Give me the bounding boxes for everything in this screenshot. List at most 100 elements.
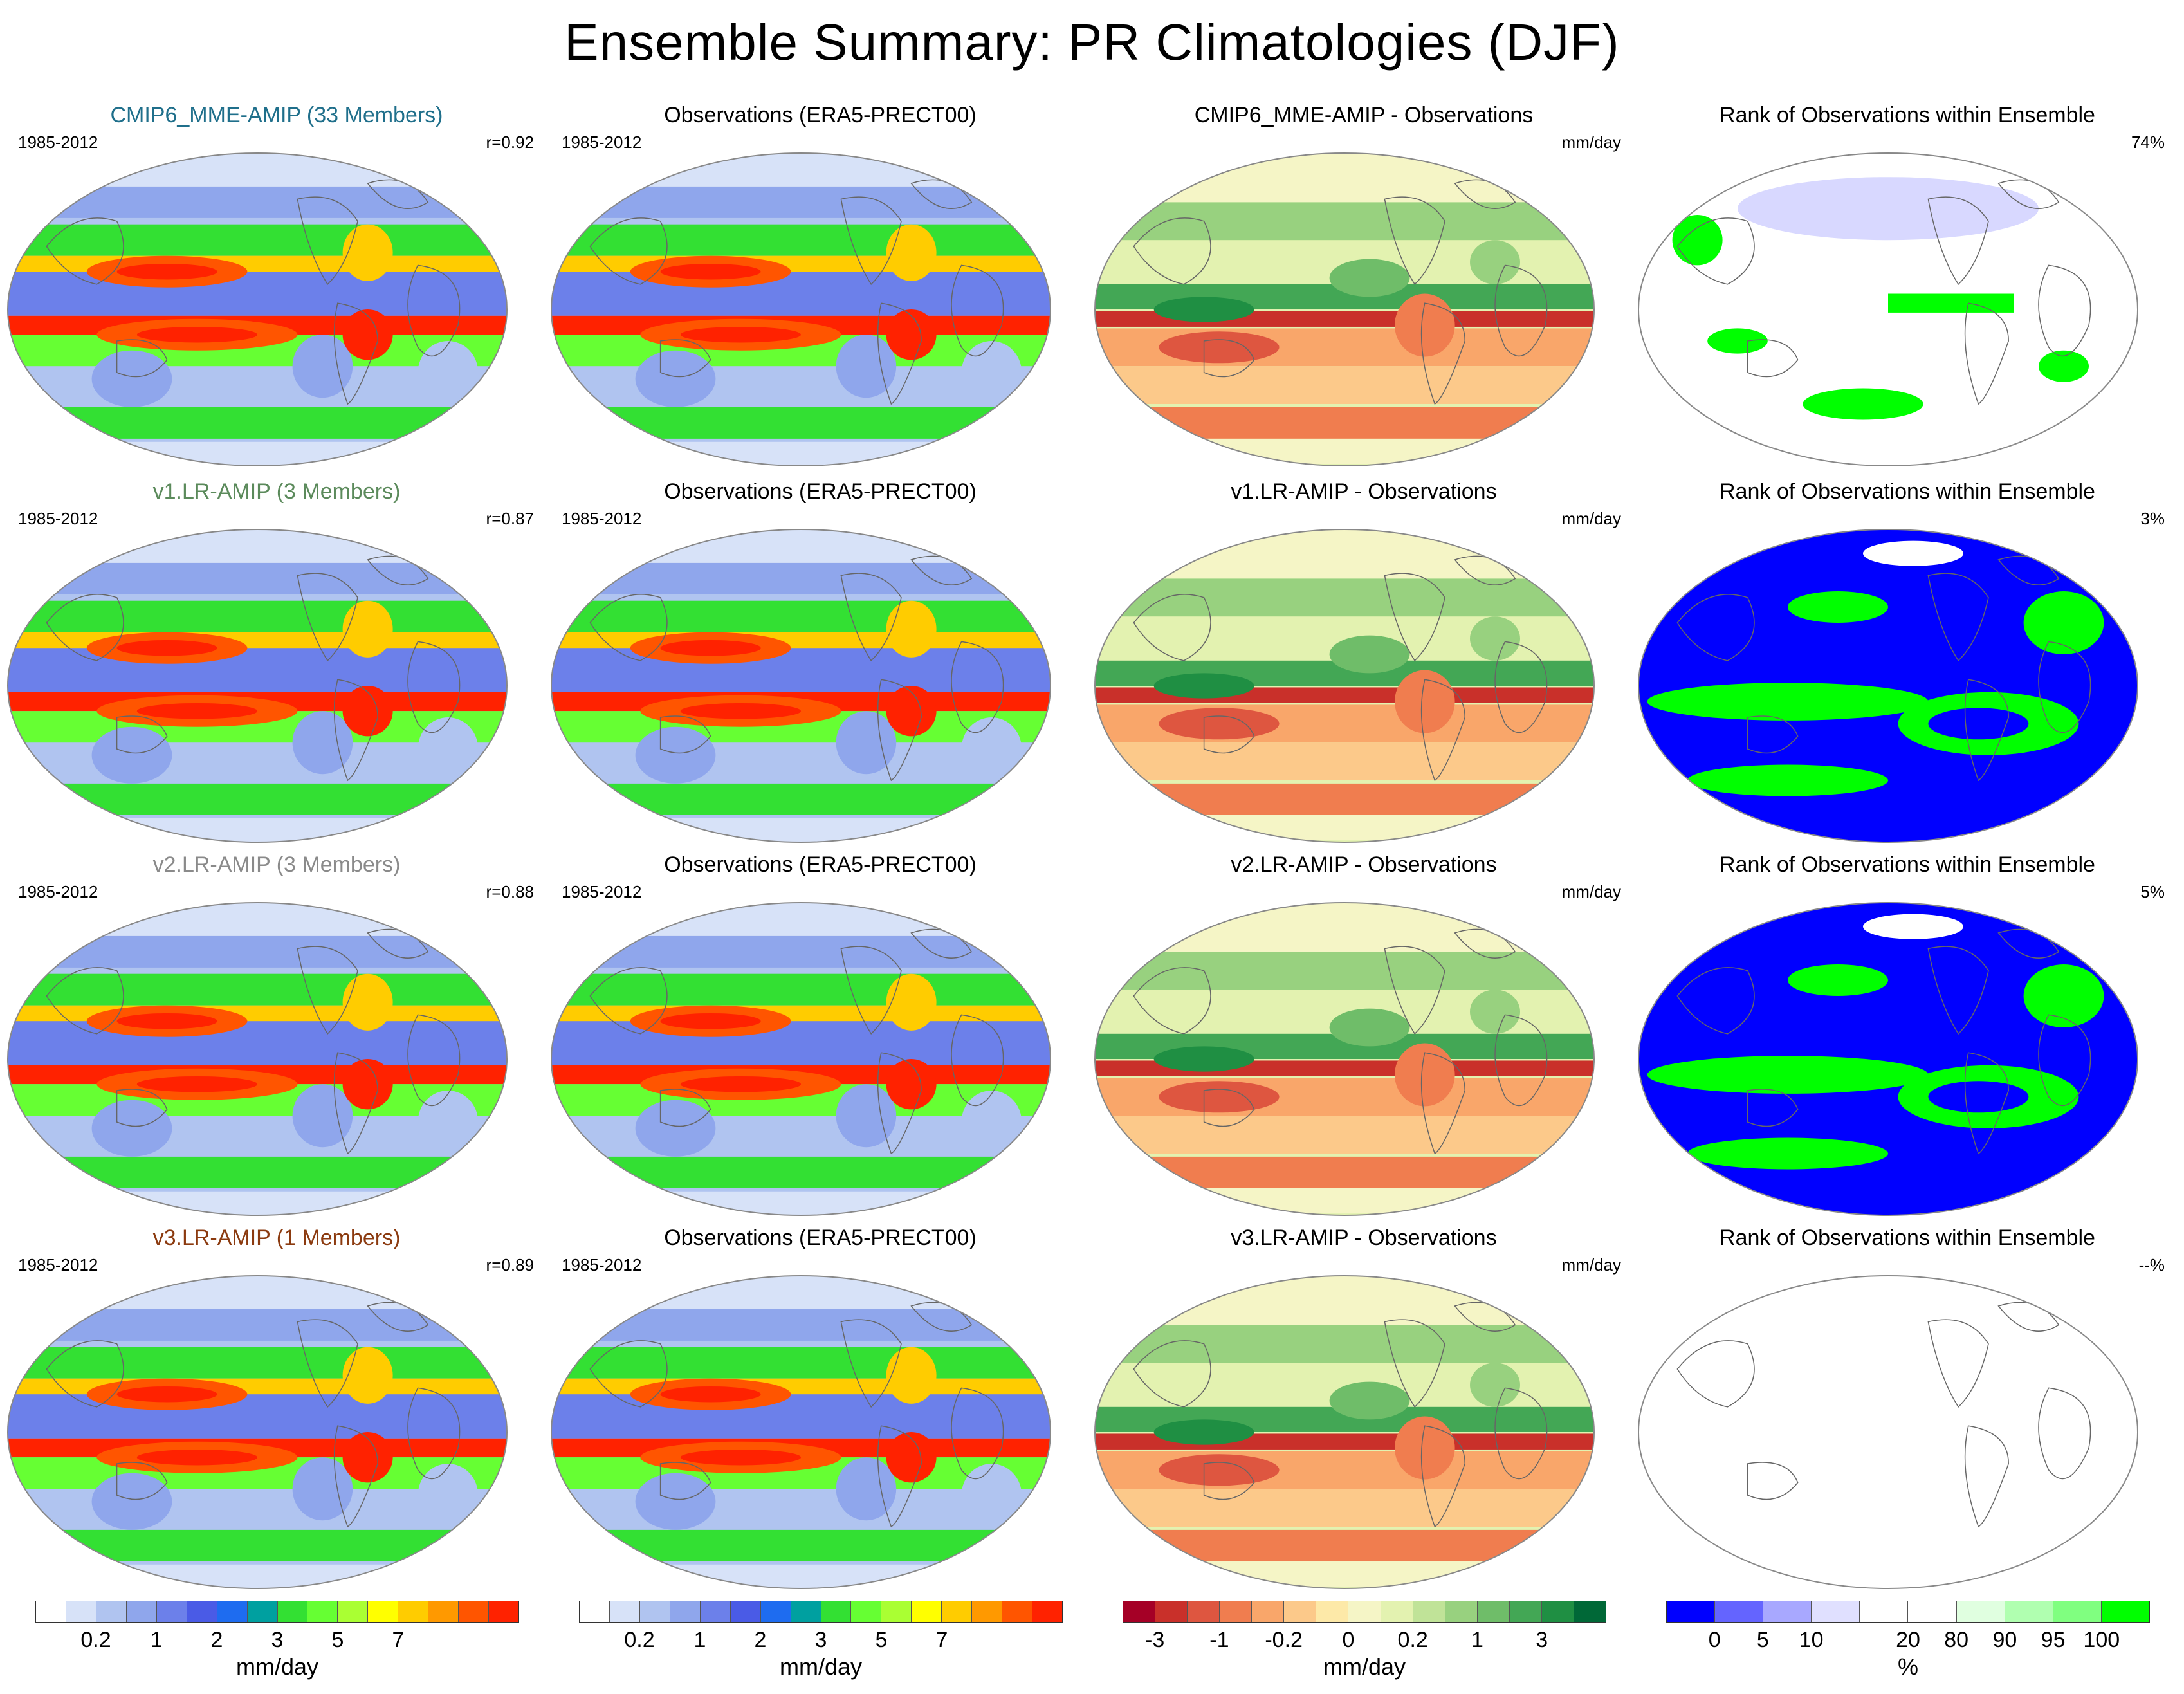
colorbar-swatch: [1220, 1601, 1253, 1622]
map-plot: [551, 1275, 1051, 1589]
colorbar-swatch: [36, 1601, 66, 1622]
map-plot: [1094, 152, 1595, 466]
colorbar-swatch: [277, 1601, 308, 1622]
colorbar-tick-label: -0.2: [1265, 1628, 1303, 1652]
colorbar-precip-model: 0.2 1 2 3 5 7 mm/day: [35, 1601, 519, 1691]
panel-title: Observations (ERA5-PRECT00): [664, 852, 977, 877]
corner-label: mm/day: [1561, 1255, 1621, 1275]
colorbar-swatch: [1574, 1601, 1606, 1622]
corner-label: 74%: [2131, 133, 2165, 152]
colorbar-tick-label: 3: [814, 1628, 827, 1652]
corner-label: mm/day: [1561, 133, 1621, 152]
corner-label: mm/day: [1561, 509, 1621, 528]
colorbar-swatch: [1032, 1601, 1062, 1622]
map-plot: [551, 529, 1051, 843]
panel-title: v2.LR-AMIP - Observations: [1231, 852, 1497, 877]
panel-title: v3.LR-AMIP (1 Members): [152, 1226, 401, 1250]
colorbar-tick-label: 7: [392, 1628, 405, 1652]
map-plot: [551, 902, 1051, 1216]
corner-label: r=0.88: [486, 882, 534, 901]
colorbar-swatch: [307, 1601, 338, 1622]
colorbar-swatch: [1123, 1601, 1156, 1622]
colorbar-swatch: [851, 1601, 882, 1622]
period-label: 1985-2012: [18, 1255, 98, 1275]
panel-title: Rank of Observations within Ensemble: [1720, 479, 2095, 504]
colorbar-tick-label: 0.2: [80, 1628, 111, 1652]
colorbar-swatch: [639, 1601, 670, 1622]
panel-rank: Rank of Observations within Ensemble 5%: [1637, 852, 2178, 1216]
colorbar-swatch: [96, 1601, 127, 1622]
colorbar-swatch: [881, 1601, 912, 1622]
panel-title: Rank of Observations within Ensemble: [1720, 103, 2095, 127]
panel-title: Observations (ERA5-PRECT00): [664, 103, 977, 127]
colorbar-swatch: [2101, 1601, 2149, 1622]
colorbar-tick-label: 0.2: [1397, 1628, 1428, 1652]
colorbar-tick-label: 0: [1342, 1628, 1355, 1652]
corner-label: r=0.89: [486, 1255, 534, 1275]
figure-title: Ensemble Summary: PR Climatologies (DJF): [564, 14, 1620, 71]
colorbar-tick-label: 3: [271, 1628, 284, 1652]
corner-label: r=0.92: [486, 133, 534, 152]
colorbar-swatch: [2053, 1601, 2102, 1622]
colorbar-swatch: [1541, 1601, 1574, 1622]
panel-model: v3.LR-AMIP (1 Members) 1985-2012 r=0.89: [6, 1226, 547, 1589]
period-label: 1985-2012: [562, 133, 642, 152]
colorbar-tick-label: 80: [1944, 1628, 1969, 1652]
panel-observations: Observations (ERA5-PRECT00) 1985-2012: [550, 479, 1090, 843]
colorbar-swatch: [156, 1601, 187, 1622]
period-label: 1985-2012: [562, 1255, 642, 1275]
period-label: 1985-2012: [18, 882, 98, 901]
colorbar-swatch: [1812, 1601, 1860, 1622]
map-plot: [7, 529, 508, 843]
map-plot: [7, 1275, 508, 1589]
panel-observations: Observations (ERA5-PRECT00) 1985-2012: [550, 103, 1090, 466]
panel-title: Observations (ERA5-PRECT00): [664, 479, 977, 504]
colorbar-unit: mm/day: [235, 1653, 319, 1680]
colorbar-tick-label: 5: [1756, 1628, 1769, 1652]
map-plot: [1638, 529, 2138, 843]
colorbar-swatch: [1715, 1601, 1764, 1622]
colorbar-swatch: [187, 1601, 217, 1622]
colorbar-swatch: [1348, 1601, 1381, 1622]
colorbar-swatch: [1477, 1601, 1510, 1622]
colorbar-swatch: [1509, 1601, 1542, 1622]
colorbar-tick-label: 2: [754, 1628, 767, 1652]
colorbar-tick-label: 1: [150, 1628, 163, 1652]
panel-observations: Observations (ERA5-PRECT00) 1985-2012: [550, 1226, 1090, 1589]
period-label: 1985-2012: [562, 509, 642, 528]
colorbar-swatch: [972, 1601, 1003, 1622]
colorbar-swatch: [66, 1601, 96, 1622]
colorbar-swatch: [1908, 1601, 1957, 1622]
colorbar-tick-label: -3: [1145, 1628, 1165, 1652]
colorbar-rank: 0 5 10 20 80 90 95 100 %: [1666, 1601, 2150, 1691]
colorbar-swatch: [760, 1601, 791, 1622]
colorbar-swatch: [700, 1601, 731, 1622]
panel-model: CMIP6_MME-AMIP (33 Members) 1985-2012 r=0.…: [6, 103, 547, 466]
map-plot: [1638, 152, 2138, 466]
colorbar-precip-obs: 0.2 1 2 3 5 7 mm/day: [579, 1601, 1063, 1691]
panel-title: v2.LR-AMIP (3 Members): [152, 852, 401, 877]
panel-title: CMIP6_MME-AMIP (33 Members): [110, 103, 443, 127]
colorbar-tick-label: 1: [1471, 1628, 1483, 1652]
colorbar-swatch: [489, 1601, 518, 1622]
colorbar-tick-label: 0: [1708, 1628, 1721, 1652]
map-plot: [551, 152, 1051, 466]
map-plot: [1094, 902, 1595, 1216]
colorbar-swatch: [1956, 1601, 2005, 1622]
map-plot: [1094, 529, 1595, 843]
colorbar-swatch: [217, 1601, 248, 1622]
colorbar-swatch: [1860, 1601, 1909, 1622]
map-plot: [1638, 902, 2138, 1216]
colorbar-tick-label: 5: [331, 1628, 344, 1652]
colorbar-swatch: [2005, 1601, 2053, 1622]
colorbar-unit: %: [1897, 1653, 1918, 1680]
panel-difference: CMIP6_MME-AMIP - Observations mm/day: [1094, 103, 1634, 466]
panel-model: v1.LR-AMIP (3 Members) 1985-2012 r=0.87: [6, 479, 547, 843]
panel-title: v1.LR-AMIP - Observations: [1231, 479, 1497, 504]
panel-model: v2.LR-AMIP (3 Members) 1985-2012 r=0.88: [6, 852, 547, 1216]
colorbar-swatch: [1445, 1601, 1478, 1622]
colorbar-swatch: [912, 1601, 942, 1622]
period-label: 1985-2012: [18, 509, 98, 528]
colorbar-swatch: [1667, 1601, 1716, 1622]
map-plot: [7, 902, 508, 1216]
